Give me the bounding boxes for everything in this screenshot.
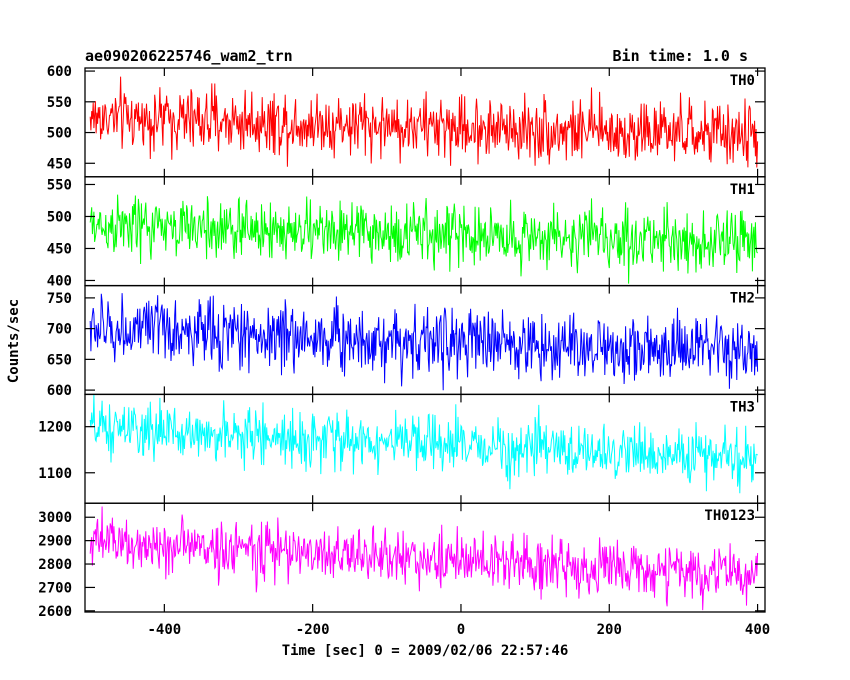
series-th1 [89, 194, 758, 284]
x-axis-label: Time [sec] 0 = 2009/02/06 22:57:46 [282, 643, 569, 659]
y-axis-label: Counts/sec [6, 299, 22, 383]
y-tick-label: 450 [47, 241, 72, 257]
y-tick-label: 600 [47, 383, 72, 399]
y-tick-label: 700 [47, 322, 72, 338]
y-tick-label: 3000 [38, 510, 72, 526]
y-tick-label: 600 [47, 64, 72, 80]
x-tick-label: 400 [745, 622, 770, 638]
panel-label: TH3 [730, 399, 755, 415]
y-tick-label: 1200 [38, 420, 72, 436]
panel-th0: 450 500 550 600 TH0 [47, 64, 766, 178]
y-tick-label: 2900 [38, 534, 72, 550]
panel-label: TH0 [730, 73, 755, 89]
panel-label: TH1 [730, 182, 755, 198]
y-tick-label: 550 [47, 95, 72, 111]
y-tick-label: 500 [47, 209, 72, 225]
y-tick-label: 550 [47, 177, 72, 193]
panel-th1: 400 450 500 550 TH1 [47, 176, 766, 289]
panel-frame [84, 284, 766, 396]
panel-label: TH0123 [704, 508, 755, 524]
chart-title-right: Bin time: 1.0 s [613, 47, 748, 65]
panel-frame [84, 502, 766, 613]
chart-title-left: ae090206225746_wam2_trn [85, 47, 293, 65]
y-tick-label: 2700 [38, 580, 72, 596]
series-th0123 [89, 506, 759, 611]
series-th2 [89, 293, 759, 391]
x-tick-label: -200 [296, 622, 330, 638]
y-tick-label: 500 [47, 126, 72, 142]
y-tick-label: 450 [47, 156, 72, 172]
x-tick-label: 200 [597, 622, 622, 638]
y-tick-label: 2800 [38, 557, 72, 573]
series-th3 [89, 394, 758, 494]
y-tick-label: 2600 [38, 604, 72, 620]
y-tick-label: 1100 [38, 466, 72, 482]
panel-th0123: 2600 2700 2800 2900 3000 TH0123 [38, 502, 766, 620]
panel-th3: 1100 1200 TH3 [38, 393, 766, 504]
x-tick-label: 0 [457, 622, 465, 638]
series-th0 [89, 76, 759, 168]
y-tick-label: 750 [47, 291, 72, 307]
y-tick-label: 650 [47, 352, 72, 368]
y-tick-label: 400 [47, 273, 72, 289]
x-tick-label: -400 [147, 622, 181, 638]
panel-label: TH2 [730, 291, 755, 307]
panel-th2: 600 650 700 750 TH2 [47, 284, 766, 399]
